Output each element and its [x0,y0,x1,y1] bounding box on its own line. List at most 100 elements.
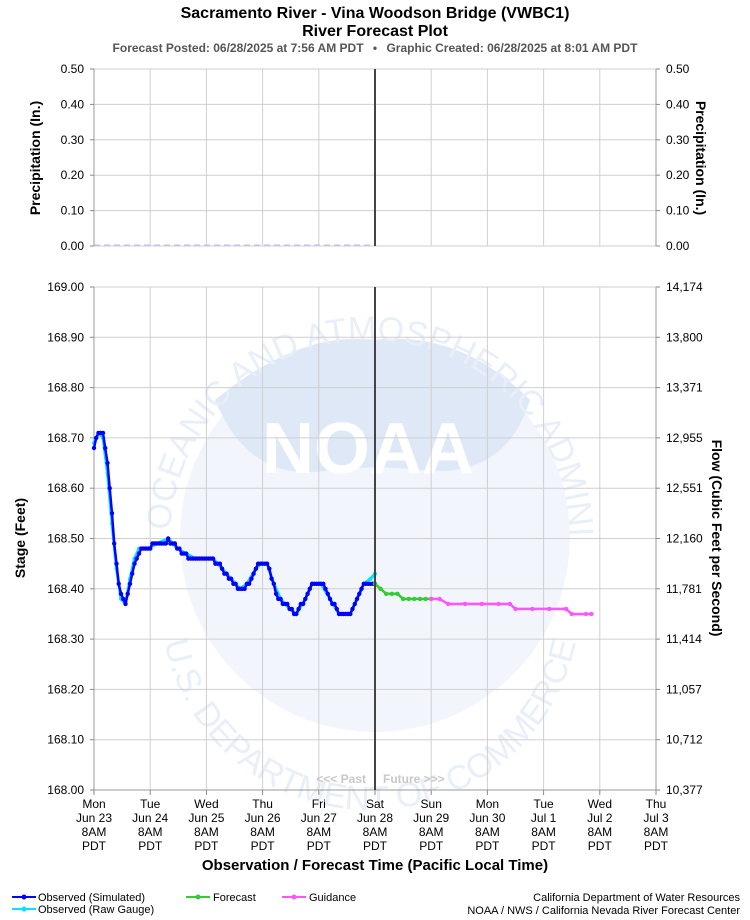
data-point-observed-simulated [285,601,290,607]
data-point-observed-simulated [136,551,142,556]
data-point-forecast [395,591,400,596]
data-point-observed-simulated [172,541,178,546]
credit-cnrfc: NOAA / NWS / California Nevada River For… [467,905,740,917]
x-tick-label-line: PDT [251,839,276,853]
precip-tick-label-left: 0.00 [61,239,85,253]
precip-y-label-left: Precipitation (In.) [27,101,43,215]
x-tick-label: Thu Jul 3 8AM PDT [643,797,669,853]
data-point-observed-simulated [105,460,110,466]
flow-y-label: Flow (Cubic Feet per Second) [709,440,725,637]
x-tick-label: Wed Jun 25 8AM PDT [188,797,224,853]
x-tick-label-line: 8AM [194,825,219,839]
forecast-posted: Forecast Posted: 06/28/2025 at 7:56 AM P… [113,41,365,55]
x-tick-label-line: Tue [140,797,161,811]
x-tick-label-line: 8AM [419,825,444,839]
data-point-observed-simulated [357,591,362,596]
x-tick-label-line: Mon [82,797,105,811]
data-point-forecast [417,596,423,602]
flow-tick-label: 11,057 [666,682,702,696]
precip-tick-label-right: 0.20 [666,168,690,182]
legend-label-observed-simulated: Observed (Simulated) [38,892,145,904]
data-point-observed-simulated [327,596,333,602]
data-point-observed-simulated [350,606,355,612]
chart-info-line: Forecast Posted: 06/28/2025 at 7:56 AM P… [113,41,639,55]
data-point-observed-simulated [166,536,171,541]
precip-tick-label-right: 0.40 [666,97,690,111]
noaa-emblem-bird [215,338,530,473]
x-tick-label-line: 8AM [587,825,612,839]
data-point-observed-simulated [233,581,238,586]
data-point-observed-simulated [242,586,247,591]
data-point-observed-simulated [163,541,169,546]
x-tick-label: Tue Jun 24 8AM PDT [132,797,168,853]
x-tick-label: Sat Jun 28 8AM PDT [357,797,393,853]
data-point-observed-simulated [219,566,225,571]
x-tick-label-line: PDT [194,839,219,853]
x-tick-label-line: Sun [421,797,442,811]
data-point-observed-simulated [332,601,337,607]
data-point-observed-simulated [278,596,283,602]
data-point-observed-simulated [217,561,223,566]
x-tick-label-line: 8AM [82,825,107,839]
data-point-observed-simulated [269,576,274,581]
data-point-observed-simulated [307,586,312,591]
data-point-observed-simulated [184,551,189,556]
legend-marker-observed-simulated [21,894,27,900]
x-axis-title: Observation / Forecast Time (Pacific Loc… [202,857,548,874]
x-tick-label-line: Jun 24 [132,811,168,825]
x-tick-label-line: Fri [312,797,326,811]
x-tick-label-line: PDT [307,839,332,853]
x-tick-label-line: Thu [252,797,273,811]
precip-tick-label-right: 0.30 [666,133,690,147]
x-tick-label: Mon Jun 30 8AM PDT [469,797,505,853]
data-point-observed-simulated [109,511,115,516]
precip-tick-label-left: 0.30 [61,133,85,147]
data-point-observed-simulated [289,606,294,612]
stage-tick-label: 168.60 [47,481,84,495]
legend-label-guidance: Guidance [309,892,356,904]
data-point-observed-simulated [100,430,106,436]
x-tick-label-line: Thu [646,797,667,811]
data-point-observed-simulated [123,601,128,607]
data-point-observed-simulated [116,581,121,586]
precip-tick-label-right: 0.50 [666,62,690,76]
data-point-forecast [406,596,411,602]
data-point-observed-simulated [91,445,97,451]
chart-subtitle: River Forecast Plot [302,23,449,40]
x-tick-label-line: Jun 27 [301,811,337,825]
flow-tick-label: 13,371 [666,381,703,395]
data-point-guidance [547,606,552,612]
x-tick-label: Sun Jun 29 8AM PDT [413,797,449,853]
data-point-observed-simulated [273,591,279,596]
data-point-observed-simulated [118,591,124,596]
x-tick-label-line: Sat [366,797,385,811]
flow-tick-label: 11,414 [666,632,702,646]
x-tick-label-line: PDT [138,839,163,853]
data-point-guidance [589,611,594,617]
x-tick-label-line: PDT [82,839,107,853]
x-tick-label: Fri Jun 27 8AM PDT [301,797,337,853]
precipitation-panel: 0.00 0.00 0.10 0.10 0.20 0.20 0.30 0.30 0.40 0.40… [61,62,690,253]
flow-tick-label: 11,781 [666,582,702,596]
data-point-forecast [384,591,389,596]
series-guidance [429,596,594,617]
data-point-observed-simulated [323,586,328,591]
data-point-guidance [479,601,484,607]
data-point-observed-simulated [94,435,99,441]
stage-tick-label: 168.90 [47,330,84,344]
stage-y-label: Stage (Feet) [12,498,28,578]
data-point-observed-simulated [114,561,119,566]
data-point-observed-simulated [249,576,254,581]
data-point-observed-simulated [303,596,308,602]
data-point-observed-simulated [246,581,252,586]
data-point-observed-simulated [210,556,216,561]
data-point-observed-simulated [127,581,133,586]
noaa-watermark: NOAA NATIONAL OCEANIC AND ATMOSPHERIC AD… [0,0,600,818]
x-tick-label-line: Jun 23 [76,811,112,825]
x-tick-label-line: PDT [588,839,613,853]
data-point-observed-simulated [148,546,153,551]
x-tick-label-line: PDT [363,839,388,853]
data-point-observed-simulated [130,571,135,576]
x-tick-label-line: 8AM [363,825,388,839]
data-point-observed-simulated [300,601,306,607]
